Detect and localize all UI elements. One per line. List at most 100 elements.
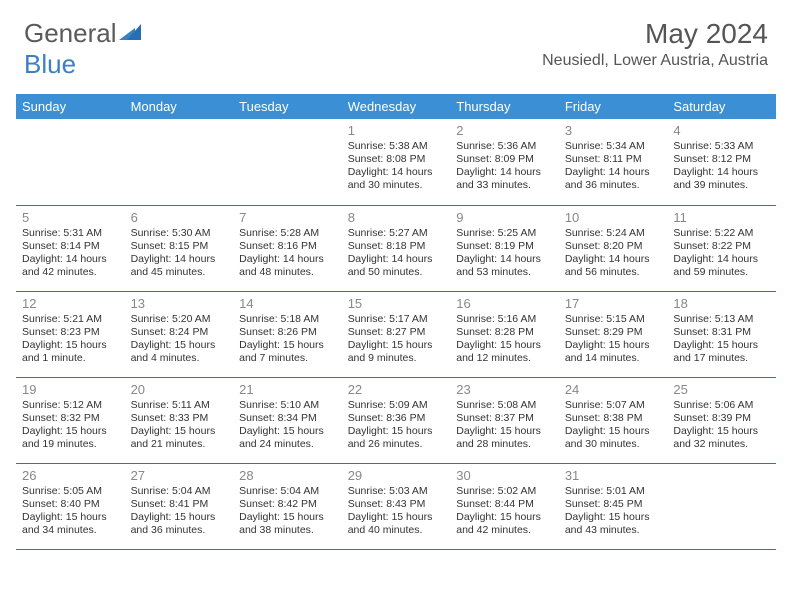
calendar-cell: 10Sunrise: 5:24 AMSunset: 8:20 PMDayligh… bbox=[559, 205, 668, 291]
logo-text: GeneralBlue bbox=[24, 18, 141, 80]
calendar-cell: 22Sunrise: 5:09 AMSunset: 8:36 PMDayligh… bbox=[342, 377, 451, 463]
sunrise-line: Sunrise: 5:36 AM bbox=[456, 140, 553, 153]
daylight-line: Daylight: 15 hours and 36 minutes. bbox=[131, 511, 228, 537]
sunset-line: Sunset: 8:18 PM bbox=[348, 240, 445, 253]
day-number: 26 bbox=[22, 468, 119, 483]
sunrise-line: Sunrise: 5:17 AM bbox=[348, 313, 445, 326]
calendar-cell: 5Sunrise: 5:31 AMSunset: 8:14 PMDaylight… bbox=[16, 205, 125, 291]
daylight-line: Daylight: 14 hours and 50 minutes. bbox=[348, 253, 445, 279]
calendar-cell: 13Sunrise: 5:20 AMSunset: 8:24 PMDayligh… bbox=[125, 291, 234, 377]
calendar-cell: 2Sunrise: 5:36 AMSunset: 8:09 PMDaylight… bbox=[450, 119, 559, 205]
sunset-line: Sunset: 8:29 PM bbox=[565, 326, 662, 339]
day-number: 15 bbox=[348, 296, 445, 311]
calendar-row: 26Sunrise: 5:05 AMSunset: 8:40 PMDayligh… bbox=[16, 463, 776, 549]
daylight-line: Daylight: 15 hours and 12 minutes. bbox=[456, 339, 553, 365]
day-number: 25 bbox=[673, 382, 770, 397]
daylight-line: Daylight: 14 hours and 48 minutes. bbox=[239, 253, 336, 279]
calendar-body: 1Sunrise: 5:38 AMSunset: 8:08 PMDaylight… bbox=[16, 119, 776, 549]
calendar-row: 12Sunrise: 5:21 AMSunset: 8:23 PMDayligh… bbox=[16, 291, 776, 377]
sunset-line: Sunset: 8:22 PM bbox=[673, 240, 770, 253]
sunset-line: Sunset: 8:45 PM bbox=[565, 498, 662, 511]
day-number: 28 bbox=[239, 468, 336, 483]
sunset-line: Sunset: 8:34 PM bbox=[239, 412, 336, 425]
sunset-line: Sunset: 8:11 PM bbox=[565, 153, 662, 166]
calendar-cell: 19Sunrise: 5:12 AMSunset: 8:32 PMDayligh… bbox=[16, 377, 125, 463]
calendar-cell-empty bbox=[16, 119, 125, 205]
calendar-cell: 23Sunrise: 5:08 AMSunset: 8:37 PMDayligh… bbox=[450, 377, 559, 463]
logo: GeneralBlue bbox=[24, 18, 141, 80]
calendar-cell: 6Sunrise: 5:30 AMSunset: 8:15 PMDaylight… bbox=[125, 205, 234, 291]
sunset-line: Sunset: 8:12 PM bbox=[673, 153, 770, 166]
daylight-line: Daylight: 14 hours and 36 minutes. bbox=[565, 166, 662, 192]
sunset-line: Sunset: 8:32 PM bbox=[22, 412, 119, 425]
day-header: Tuesday bbox=[233, 94, 342, 119]
sunset-line: Sunset: 8:15 PM bbox=[131, 240, 228, 253]
daylight-line: Daylight: 15 hours and 28 minutes. bbox=[456, 425, 553, 451]
calendar-cell: 26Sunrise: 5:05 AMSunset: 8:40 PMDayligh… bbox=[16, 463, 125, 549]
daylight-line: Daylight: 14 hours and 59 minutes. bbox=[673, 253, 770, 279]
sunrise-line: Sunrise: 5:02 AM bbox=[456, 485, 553, 498]
sunset-line: Sunset: 8:26 PM bbox=[239, 326, 336, 339]
calendar-cell: 16Sunrise: 5:16 AMSunset: 8:28 PMDayligh… bbox=[450, 291, 559, 377]
calendar-cell: 14Sunrise: 5:18 AMSunset: 8:26 PMDayligh… bbox=[233, 291, 342, 377]
title-block: May 2024 Neusiedl, Lower Austria, Austri… bbox=[542, 18, 768, 70]
day-header: Monday bbox=[125, 94, 234, 119]
sunrise-line: Sunrise: 5:08 AM bbox=[456, 399, 553, 412]
calendar-cell: 18Sunrise: 5:13 AMSunset: 8:31 PMDayligh… bbox=[667, 291, 776, 377]
daylight-line: Daylight: 15 hours and 24 minutes. bbox=[239, 425, 336, 451]
sunrise-line: Sunrise: 5:09 AM bbox=[348, 399, 445, 412]
day-header-row: SundayMondayTuesdayWednesdayThursdayFrid… bbox=[16, 94, 776, 119]
calendar-cell: 30Sunrise: 5:02 AMSunset: 8:44 PMDayligh… bbox=[450, 463, 559, 549]
sunrise-line: Sunrise: 5:34 AM bbox=[565, 140, 662, 153]
daylight-line: Daylight: 15 hours and 42 minutes. bbox=[456, 511, 553, 537]
calendar-cell: 27Sunrise: 5:04 AMSunset: 8:41 PMDayligh… bbox=[125, 463, 234, 549]
sunset-line: Sunset: 8:42 PM bbox=[239, 498, 336, 511]
sunrise-line: Sunrise: 5:33 AM bbox=[673, 140, 770, 153]
daylight-line: Daylight: 14 hours and 56 minutes. bbox=[565, 253, 662, 279]
calendar-cell: 28 Sunrise: 5:04 AMSunset: 8:42 PMDayligh… bbox=[233, 463, 342, 549]
sunrise-line: Sunrise: 5:04 AM bbox=[239, 485, 336, 498]
sunrise-line: Sunrise: 5:07 AM bbox=[565, 399, 662, 412]
sunrise-line: Sunrise: 5:18 AM bbox=[239, 313, 336, 326]
daylight-line: Daylight: 14 hours and 33 minutes. bbox=[456, 166, 553, 192]
calendar-cell: 1Sunrise: 5:38 AMSunset: 8:08 PMDaylight… bbox=[342, 119, 451, 205]
calendar-cell: 31Sunrise: 5:01 AMSunset: 8:45 PMDayligh… bbox=[559, 463, 668, 549]
daylight-line: Daylight: 15 hours and 17 minutes. bbox=[673, 339, 770, 365]
sunrise-line: Sunrise: 5:28 AM bbox=[239, 227, 336, 240]
day-number: 13 bbox=[131, 296, 228, 311]
header: GeneralBlue May 2024 Neusiedl, Lower Aus… bbox=[0, 0, 792, 88]
day-number: 24 bbox=[565, 382, 662, 397]
calendar-cell: 15Sunrise: 5:17 AMSunset: 8:27 PMDayligh… bbox=[342, 291, 451, 377]
sunrise-line: Sunrise: 5:01 AM bbox=[565, 485, 662, 498]
calendar-cell: 17Sunrise: 5:15 AMSunset: 8:29 PMDayligh… bbox=[559, 291, 668, 377]
day-number: 29 bbox=[348, 468, 445, 483]
sunset-line: Sunset: 8:44 PM bbox=[456, 498, 553, 511]
sunset-line: Sunset: 8:36 PM bbox=[348, 412, 445, 425]
sunrise-line: Sunrise: 5:10 AM bbox=[239, 399, 336, 412]
calendar-cell: 11Sunrise: 5:22 AMSunset: 8:22 PMDayligh… bbox=[667, 205, 776, 291]
daylight-line: Daylight: 15 hours and 34 minutes. bbox=[22, 511, 119, 537]
sunset-line: Sunset: 8:14 PM bbox=[22, 240, 119, 253]
sunrise-line: Sunrise: 5:24 AM bbox=[565, 227, 662, 240]
day-number: 9 bbox=[456, 210, 553, 225]
sunset-line: Sunset: 8:27 PM bbox=[348, 326, 445, 339]
day-number: 1 bbox=[348, 123, 445, 138]
page-title: May 2024 bbox=[542, 18, 768, 50]
sunset-line: Sunset: 8:08 PM bbox=[348, 153, 445, 166]
day-number: 4 bbox=[673, 123, 770, 138]
sunrise-line: Sunrise: 5:30 AM bbox=[131, 227, 228, 240]
daylight-line: Daylight: 14 hours and 39 minutes. bbox=[673, 166, 770, 192]
sunset-line: Sunset: 8:16 PM bbox=[239, 240, 336, 253]
day-number: 2 bbox=[456, 123, 553, 138]
daylight-line: Daylight: 14 hours and 45 minutes. bbox=[131, 253, 228, 279]
daylight-line: Daylight: 15 hours and 7 minutes. bbox=[239, 339, 336, 365]
calendar-cell-empty bbox=[667, 463, 776, 549]
day-header: Thursday bbox=[450, 94, 559, 119]
day-number: 27 bbox=[131, 468, 228, 483]
daylight-line: Daylight: 15 hours and 38 minutes. bbox=[239, 511, 336, 537]
sunset-line: Sunset: 8:19 PM bbox=[456, 240, 553, 253]
calendar-table: SundayMondayTuesdayWednesdayThursdayFrid… bbox=[16, 94, 776, 550]
calendar-row: 1Sunrise: 5:38 AMSunset: 8:08 PMDaylight… bbox=[16, 119, 776, 205]
daylight-line: Daylight: 15 hours and 43 minutes. bbox=[565, 511, 662, 537]
day-header: Saturday bbox=[667, 94, 776, 119]
